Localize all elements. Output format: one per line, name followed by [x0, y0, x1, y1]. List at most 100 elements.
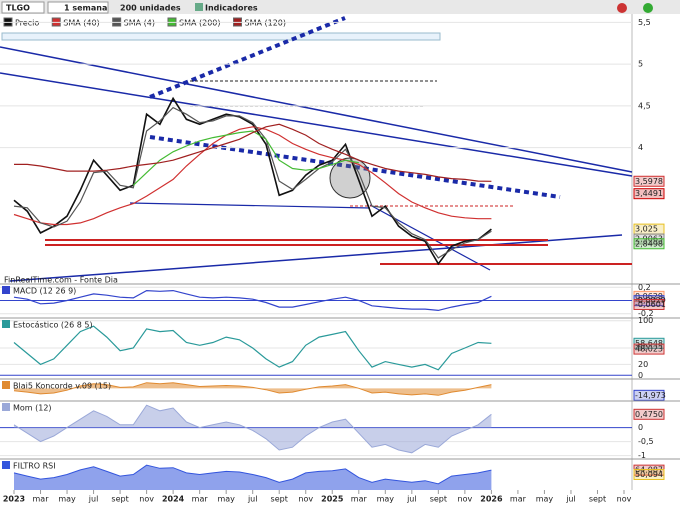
line: [14, 123, 492, 182]
panel-title-box: [2, 403, 10, 411]
y-tick-label: -1: [638, 451, 646, 460]
trend-line: [0, 46, 633, 173]
toolbar: [0, 0, 680, 14]
legend-label: SMA (120): [245, 19, 287, 28]
y-tick-label: 0: [638, 296, 643, 305]
legend-label: SMA (200): [179, 19, 221, 28]
x-tick-label: sept: [589, 495, 606, 504]
x-tick-label: jul: [247, 495, 258, 504]
trend-line: [0, 72, 633, 177]
ticker-box[interactable]: [1, 1, 45, 14]
x-tick-label: 2023: [3, 495, 25, 504]
x-tick-label: sept: [430, 495, 447, 504]
tool-icon[interactable]: [643, 3, 653, 13]
y-tick-label: -0,2: [638, 309, 654, 318]
x-tick-label: nov: [139, 495, 154, 504]
trend-line: [129, 202, 371, 209]
y-tick-label: 20: [638, 360, 648, 369]
x-tick-label: may: [217, 495, 235, 504]
trend-line: [149, 16, 346, 99]
y-tick-label: 5: [638, 60, 643, 69]
x-tick-label: jul: [406, 495, 417, 504]
y-tick-label: 0: [638, 371, 643, 380]
value-tag: [633, 408, 665, 420]
line: [13, 325, 492, 371]
value-tag-label: 3,5978: [635, 177, 663, 186]
highlight-circle: [329, 157, 371, 199]
indicators[interactable]: Indicadores: [205, 4, 258, 13]
value-tag-label: -0,0601: [635, 300, 666, 309]
value-tag: [633, 337, 665, 349]
units[interactable]: 200 unidades: [120, 4, 181, 13]
line: [13, 382, 492, 396]
trend-line: [369, 204, 491, 271]
period: 1 semana: [64, 4, 107, 13]
value-tag-label: 2,8498: [635, 239, 663, 248]
legend-label: SMA (40): [63, 19, 99, 28]
legend-label: Precio: [15, 19, 39, 28]
x-tick-label: nov: [617, 495, 632, 504]
ticker: TLGO: [6, 4, 30, 13]
value-tag: [633, 468, 665, 480]
panel-title: MACD (12 26 9): [13, 287, 76, 296]
legend-label: SMA (4): [124, 19, 155, 28]
x-tick-label: 2024: [162, 495, 185, 504]
value-tag-label: 50,094: [635, 470, 663, 479]
x-tick-label: sept: [111, 495, 128, 504]
y-tick-label: 5,5: [638, 18, 651, 27]
panel-title: Blai5 Koncorde v.09 (15): [13, 382, 111, 391]
x-tick-label: mar: [351, 495, 368, 504]
x-tick-label: jul: [565, 495, 576, 504]
input-bar[interactable]: [1, 32, 441, 41]
panel-title: FILTRO RSI: [13, 462, 56, 471]
x-tick-label: may: [58, 495, 76, 504]
indicators-icon: [195, 3, 203, 11]
panel-title: Mom (12): [13, 404, 52, 413]
area: [14, 405, 492, 453]
value-tag-label: -14,973: [635, 391, 666, 400]
line: [13, 404, 492, 454]
value-tag: [633, 298, 665, 310]
area: [14, 382, 492, 396]
period-box[interactable]: [47, 1, 109, 14]
value-tag: [633, 389, 665, 401]
line: [13, 464, 492, 485]
value-tag: [633, 343, 665, 355]
line: [13, 126, 492, 226]
x-tick-label: 2026: [480, 495, 503, 504]
x-tick-label: mar: [33, 495, 50, 504]
x-tick-label: mar: [192, 495, 209, 504]
panel-title: Estocástico (26 8 5): [13, 321, 93, 330]
value-tag-label: 48,023: [635, 345, 663, 354]
value-tag-label: 3,025: [635, 225, 658, 234]
y-tick-label: 0: [638, 423, 643, 432]
x-tick-label: jul: [88, 495, 99, 504]
watermark: FinRealTime.com - Fonte Dia: [4, 276, 118, 285]
value-tag: [633, 238, 665, 250]
value-tag-label: 3,4491: [635, 189, 663, 198]
value-tag: [633, 188, 665, 200]
x-tick-label: may: [377, 495, 395, 504]
y-tick-label: 4,5: [638, 101, 651, 110]
x-tick-label: sept: [271, 495, 288, 504]
x-tick-label: mar: [510, 495, 527, 504]
line: [13, 289, 492, 312]
value-tag-label: 64,087: [635, 466, 663, 475]
value-tag-label: 58,648: [635, 339, 663, 348]
value-tag: [633, 175, 665, 187]
x-tick-label: nov: [458, 495, 473, 504]
y-tick-label: 0,2: [638, 283, 651, 292]
value-tag-label: -0,0029: [635, 296, 666, 305]
tool-icon[interactable]: [617, 3, 627, 13]
panel-title-box: [2, 381, 10, 389]
panel-title-box: [2, 320, 10, 328]
value-tag-label: 0,4750: [635, 410, 663, 419]
panel-title-box: [2, 461, 10, 469]
line: [13, 96, 492, 266]
panel-title-box: [2, 286, 10, 294]
line: [13, 106, 492, 259]
y-tick-label: 100: [638, 316, 653, 325]
x-tick-label: 2025: [321, 495, 344, 504]
line: [132, 130, 359, 186]
y-tick-label: -0,5: [638, 437, 654, 446]
